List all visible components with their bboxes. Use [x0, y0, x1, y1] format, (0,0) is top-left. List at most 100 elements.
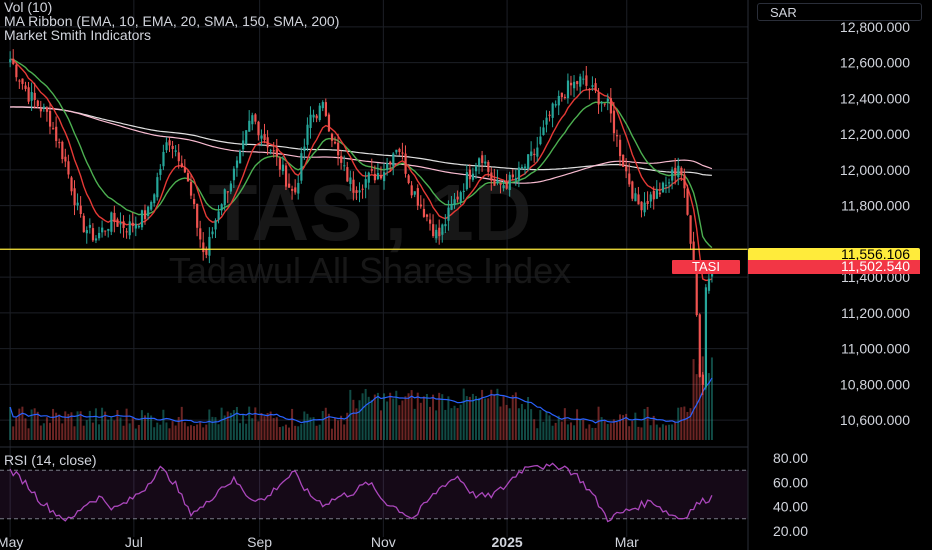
candle-body	[58, 142, 61, 144]
volume-bar	[88, 410, 91, 440]
currency-selector[interactable]: SAR	[757, 3, 922, 21]
rsi-tick-label: 20.00	[773, 523, 808, 539]
legend-ma-ribbon[interactable]: MA Ribbon (EMA, 10, EMA, 20, SMA, 150, S…	[4, 13, 340, 29]
candle-body	[432, 224, 435, 237]
volume-bar	[9, 407, 12, 440]
volume-bar	[355, 408, 358, 440]
candle-body	[481, 155, 484, 164]
volume-bar	[208, 409, 211, 440]
volume-bar	[710, 357, 713, 440]
candle-body	[419, 204, 423, 207]
candle-body	[370, 169, 373, 171]
candle-body	[119, 223, 122, 225]
volume-bar	[364, 388, 367, 440]
candle-body	[594, 83, 597, 91]
candle-body	[232, 168, 236, 181]
volume-bar	[202, 427, 205, 440]
hline-value-badge	[748, 248, 920, 262]
candle-body	[557, 95, 560, 106]
volume-bar	[168, 428, 171, 440]
volume-bar	[186, 426, 189, 440]
candle-body	[386, 162, 389, 170]
symbol-label: TASI	[692, 259, 720, 274]
volume-bar	[419, 402, 422, 440]
volume-bar	[661, 424, 664, 440]
volume-bar	[229, 412, 232, 440]
legend-volume[interactable]: Vol (10)	[4, 0, 53, 15]
volume-bar	[410, 390, 413, 440]
candle-body	[64, 156, 67, 162]
volume-bar	[619, 414, 622, 440]
candle-body	[484, 161, 487, 164]
candle-body	[514, 178, 518, 181]
candle-body	[634, 193, 637, 202]
volume-bar	[242, 414, 245, 440]
candle-body	[600, 102, 603, 104]
rsi-pane	[0, 462, 748, 523]
candle-body	[315, 115, 318, 119]
candle-body	[582, 78, 585, 80]
candle-body	[410, 185, 413, 196]
price-axis[interactable]: 12,800.000 12,600.000 12,400.000 12,200.000…	[840, 19, 910, 428]
candle-body	[524, 166, 527, 168]
volume-bar	[248, 406, 251, 440]
candle-body	[462, 190, 465, 192]
candle-body	[539, 136, 542, 145]
candle-body	[619, 139, 622, 157]
candle-body	[361, 188, 364, 190]
legend-market-smith[interactable]: Market Smith Indicators	[4, 27, 152, 43]
volume-bar	[487, 398, 490, 440]
volume-bar	[505, 404, 508, 440]
candle-body	[640, 201, 643, 211]
time-axis[interactable]: May Jul Sep Nov 2025 Mar	[0, 534, 639, 550]
candle-body	[649, 194, 652, 202]
volume-bar	[104, 411, 107, 440]
candle-body	[704, 287, 708, 388]
volume-bar	[340, 415, 343, 440]
candle-body	[125, 231, 128, 233]
candle-body	[530, 151, 533, 156]
volume-bar	[42, 423, 45, 440]
volume-bar	[257, 421, 260, 440]
rsi-axis[interactable]: 80.00 60.00 40.00 20.00	[773, 450, 808, 539]
volume-bar	[484, 398, 487, 440]
volume-bar	[677, 407, 680, 440]
volume-bar	[306, 413, 309, 440]
volume-bar	[281, 426, 284, 440]
time-tick-label: Sep	[247, 534, 272, 550]
volume-bar	[704, 370, 707, 440]
candle-body	[294, 187, 297, 193]
volume-bar	[73, 426, 76, 440]
volume-bar	[235, 406, 238, 440]
volume-bar	[45, 417, 48, 440]
candle-body	[116, 219, 119, 227]
rsi-legend[interactable]: RSI (14, close)	[4, 452, 97, 468]
volume-bar	[563, 408, 566, 440]
candle-body	[622, 154, 625, 167]
candle-body	[631, 181, 634, 199]
volume-bar	[597, 406, 600, 440]
candle-body	[168, 140, 171, 146]
candle-body	[349, 177, 352, 185]
candle-body	[214, 220, 217, 230]
candle-body	[643, 202, 646, 213]
candle-body	[30, 92, 33, 101]
volume-bar	[346, 412, 349, 440]
volume-bar	[450, 408, 453, 440]
candle-body	[671, 169, 674, 181]
candle-body	[55, 126, 58, 141]
price-tick-label: 12,400.000	[840, 90, 910, 106]
volume-bar	[122, 425, 125, 440]
volume-bar	[174, 425, 177, 440]
volume-bar	[646, 406, 649, 440]
candle-body	[73, 188, 76, 206]
volume-bar	[321, 411, 324, 440]
volume-bar	[153, 427, 156, 440]
volume-bar	[125, 408, 128, 440]
volume-bar	[432, 394, 435, 440]
candle-body	[9, 59, 12, 63]
volume-bar	[272, 418, 275, 440]
candle-body	[416, 188, 419, 206]
volume-bar	[383, 393, 386, 440]
